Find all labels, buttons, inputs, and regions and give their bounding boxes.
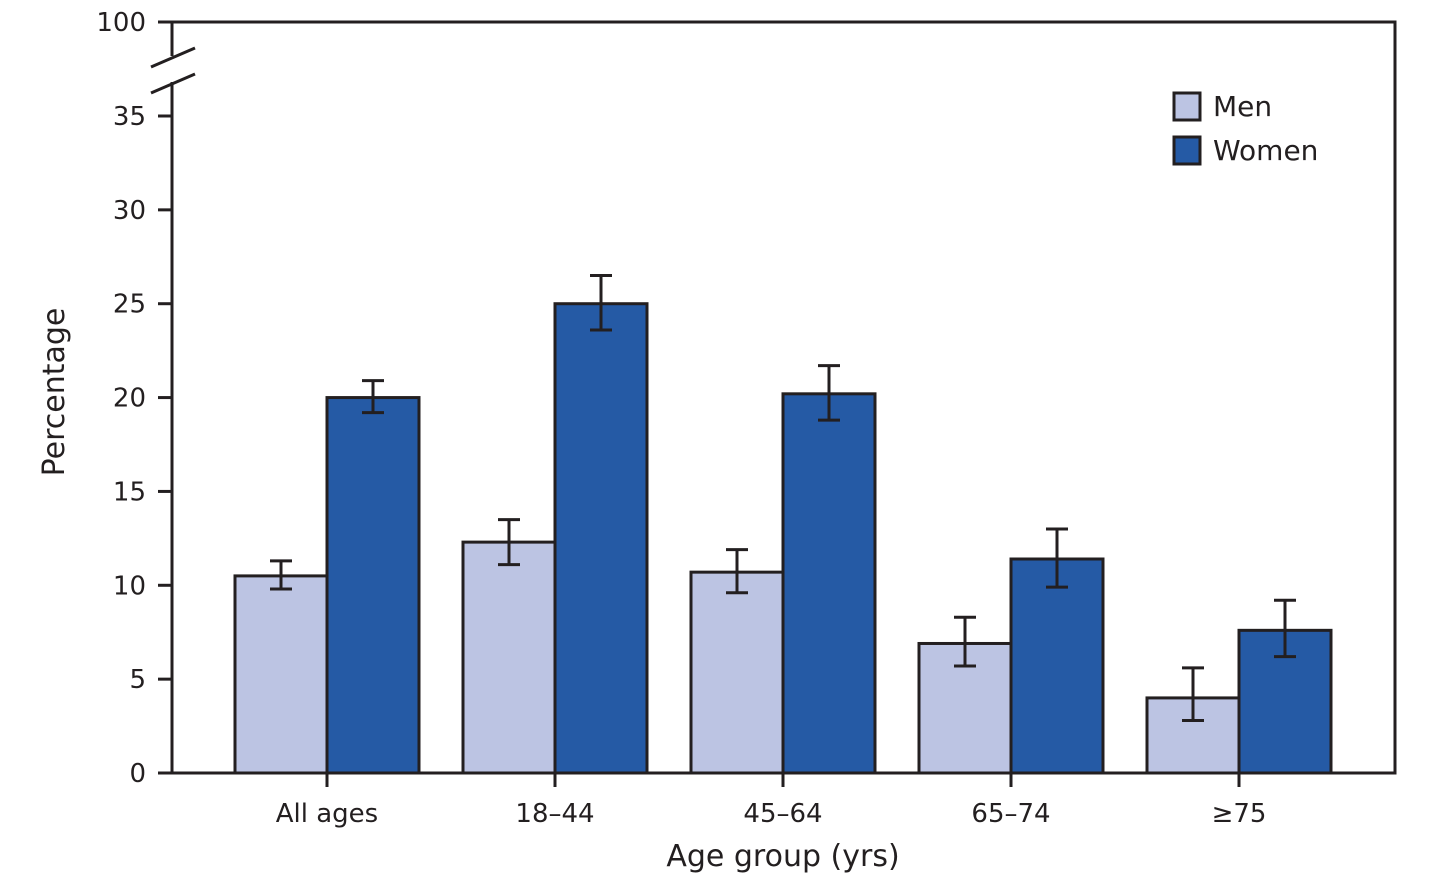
y-tick-label-30: 30 xyxy=(113,196,146,226)
x-tick-label-2: 45–64 xyxy=(743,799,822,829)
legend-swatch-women xyxy=(1172,135,1202,166)
bar-men-2 xyxy=(689,570,785,775)
legend-swatch-men xyxy=(1172,91,1202,122)
bars xyxy=(233,302,1333,775)
axis-break-mark-upper xyxy=(150,46,196,69)
bar-women-3 xyxy=(1009,557,1105,775)
y-axis-title: Percentage xyxy=(37,308,72,477)
bar-men-1 xyxy=(461,540,557,775)
x-tick-label-4: ≥75 xyxy=(1212,799,1267,829)
y-axis-ticks: 0 5 10 15 20 25 30 35 xyxy=(113,102,172,789)
bar-men-0 xyxy=(233,574,329,775)
y-tick-label-10: 10 xyxy=(113,571,146,601)
x-tick-label-1: 18–44 xyxy=(515,799,594,829)
bar-women-0 xyxy=(325,396,421,775)
plot-frame xyxy=(170,20,1397,775)
y-tick-label-15: 15 xyxy=(113,477,146,507)
x-tick-label-0: All ages xyxy=(276,799,378,829)
bar-women-1 xyxy=(553,302,649,775)
legend: Men Women xyxy=(1172,90,1318,167)
x-axis-ticks: All ages 18–44 45–64 65–74 ≥75 xyxy=(276,773,1267,829)
legend-label-men: Men xyxy=(1213,90,1272,123)
y-tick-label-35: 35 xyxy=(113,102,146,132)
bar-women-2 xyxy=(781,392,877,775)
x-tick-label-3: 65–74 xyxy=(971,799,1050,829)
y-tick-label-0: 0 xyxy=(129,759,146,789)
x-axis-title: Age group (yrs) xyxy=(666,839,899,874)
axis-break-mark-lower xyxy=(150,72,196,95)
y-tick-label-25: 25 xyxy=(113,290,146,320)
legend-label-women: Women xyxy=(1213,134,1318,167)
y-tick-label-5: 5 xyxy=(129,665,146,695)
y-tick-label-20: 20 xyxy=(113,384,146,414)
error-bars xyxy=(270,274,1296,722)
y-tick-label-break-top: 100 xyxy=(96,8,146,38)
